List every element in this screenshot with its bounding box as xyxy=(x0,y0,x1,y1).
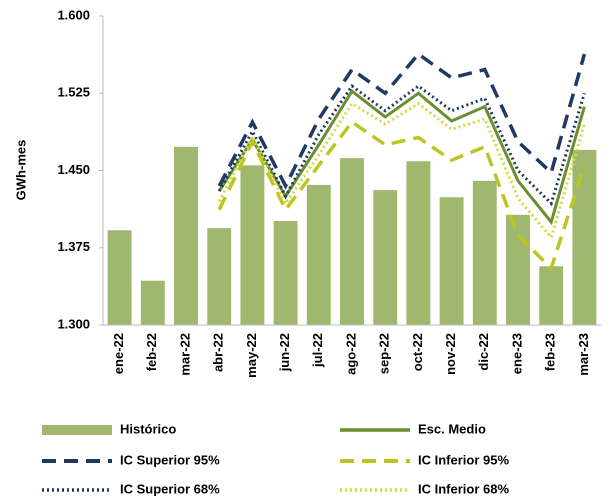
x-tick-label: feb-22 xyxy=(144,333,159,371)
bar xyxy=(240,165,265,325)
bar xyxy=(140,280,165,325)
x-tick-label: oct-22 xyxy=(410,333,425,371)
x-tick-label: feb-23 xyxy=(543,333,558,371)
legend-label: IC Inferior 68% xyxy=(418,481,509,496)
y-tick-label: 1.300 xyxy=(57,316,90,331)
y-tick-label: 1.375 xyxy=(57,239,90,254)
legend-swatch xyxy=(42,425,112,435)
x-tick-label: nov-22 xyxy=(443,333,458,375)
x-tick-label: mar-22 xyxy=(177,333,192,376)
bar xyxy=(340,158,364,325)
bar xyxy=(472,180,497,325)
legend-label: IC Inferior 95% xyxy=(418,452,509,467)
y-axis-label: GWh-mes xyxy=(13,140,28,201)
legend-label: IC Superior 68% xyxy=(120,481,220,496)
y-tick-label: 1.600 xyxy=(57,7,90,22)
x-tick-label: sep-22 xyxy=(377,333,392,374)
x-tick-label: ene-22 xyxy=(111,333,126,374)
x-tick-label: dic-22 xyxy=(476,333,491,371)
x-tick-label: abr-22 xyxy=(211,333,226,372)
line-series xyxy=(217,88,586,226)
bar xyxy=(539,266,564,325)
bar xyxy=(506,214,530,325)
bar xyxy=(207,228,232,325)
line-series xyxy=(217,119,587,272)
x-tick-label: mar-23 xyxy=(576,333,591,376)
x-tick-label: jun-22 xyxy=(277,333,292,372)
bar xyxy=(174,146,198,325)
bar xyxy=(439,197,464,325)
legend-label: IC Superior 95% xyxy=(120,452,220,467)
x-tick-label: jul-22 xyxy=(310,333,325,368)
bar xyxy=(306,184,331,325)
bar xyxy=(273,220,298,325)
y-tick-label: 1.525 xyxy=(57,85,90,100)
legend-label: Histórico xyxy=(120,421,176,436)
line-series xyxy=(217,101,586,241)
bar xyxy=(373,190,398,325)
bar xyxy=(406,161,431,325)
bar xyxy=(107,230,132,325)
y-tick-label: 1.450 xyxy=(57,162,90,177)
x-tick-label: may-22 xyxy=(244,333,259,378)
x-tick-label: ago-22 xyxy=(343,333,358,375)
bar xyxy=(572,149,597,325)
x-tick-label: ene-23 xyxy=(509,333,524,374)
legend-label: Esc. Medio xyxy=(418,421,486,436)
line-series xyxy=(217,51,587,190)
line-series xyxy=(217,83,586,207)
